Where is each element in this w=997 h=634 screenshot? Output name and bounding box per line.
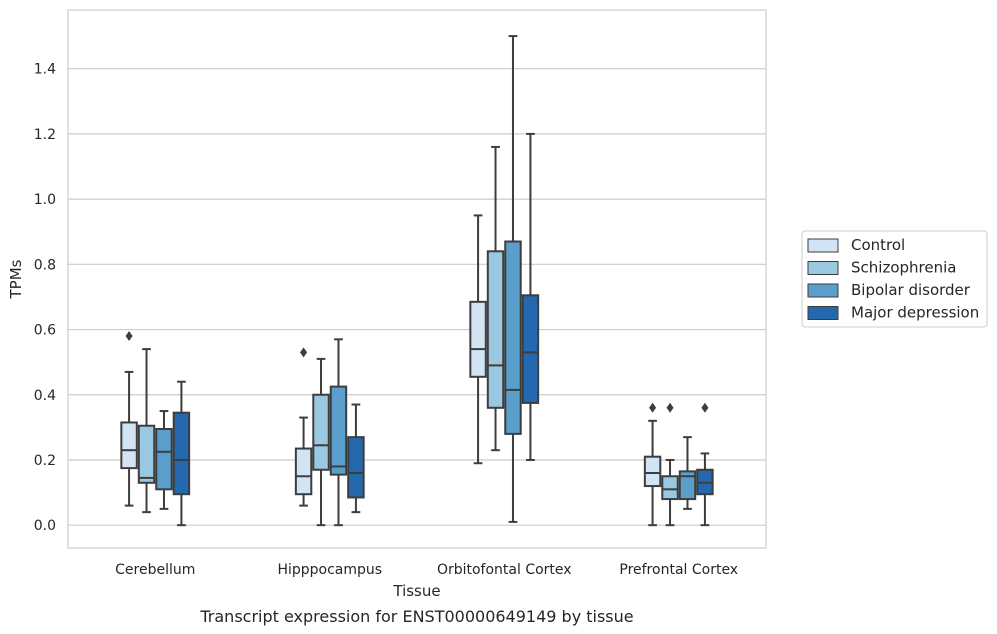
box-control: [294, 347, 313, 507]
legend-label: Bipolar disorder: [851, 281, 971, 299]
legend-frame: [801, 230, 988, 328]
x-tick-label: Cerebellum: [115, 562, 195, 578]
box-bipolar-disorder: [329, 338, 348, 527]
legend-label: Major depression: [851, 304, 979, 322]
iqr-box: [678, 470, 697, 501]
box-major-depression: [521, 132, 540, 461]
legend-swatch: [807, 283, 839, 298]
y-tick-label: 0.8: [34, 257, 56, 273]
y-tick-label: 1.4: [34, 62, 56, 78]
box-schizophrenia: [486, 145, 505, 452]
iqr-box: [643, 455, 662, 488]
box-major-depression: [172, 380, 191, 527]
x-axis-ticks: Cerebellum Hipppocampus Orbitofontal Corte…: [115, 562, 738, 578]
y-tick-label: 0.4: [34, 388, 56, 404]
iqr-box: [137, 424, 156, 484]
iqr-box: [155, 427, 173, 491]
y-axis-title: TPMs: [7, 259, 25, 299]
box-schizophrenia: [661, 402, 679, 527]
boxes: [120, 35, 714, 527]
plot-area-frame: [67, 9, 767, 549]
box-control: [120, 331, 138, 507]
y-tick-label: 1.2: [34, 127, 56, 143]
iqr-box: [469, 300, 487, 378]
x-tick-label: Hipppocampus: [277, 562, 382, 578]
box-major-depression: [347, 403, 365, 514]
box-bipolar-disorder: [155, 410, 173, 510]
outlier-point: [125, 331, 133, 342]
legend-label: Control: [851, 236, 905, 254]
legend-label: Schizophrenia: [851, 259, 956, 277]
outlier-point: [701, 402, 709, 413]
iqr-box: [329, 385, 348, 476]
outlier-point: [666, 402, 674, 413]
y-tick-label: 0.6: [34, 323, 56, 339]
legend-swatch: [807, 261, 839, 275]
y-tick-label: 1.0: [34, 192, 56, 208]
y-axis-ticks: 0.0 0.2 0.4 0.6 0.8 1.0 1.2 1.4: [34, 62, 56, 534]
legend: Control Schizophrenia Bipolar disorder Majo…: [801, 230, 988, 328]
iqr-box: [312, 393, 330, 471]
box-control: [643, 402, 662, 527]
y-tick-label: 0.0: [34, 518, 56, 534]
legend-swatch: [807, 238, 839, 253]
iqr-box: [347, 436, 365, 499]
y-tick-label: 0.2: [34, 453, 56, 469]
iqr-box: [521, 294, 540, 404]
box-schizophrenia: [137, 348, 156, 514]
iqr-box: [486, 250, 505, 409]
outlier-point: [649, 402, 657, 413]
box-bipolar-disorder: [678, 436, 697, 510]
iqr-box: [172, 411, 191, 496]
chart-caption: Transcript expression for ENST0000064914…: [199, 607, 633, 626]
x-tick-label: Prefrontal Cortex: [619, 562, 738, 578]
iqr-box: [294, 447, 313, 496]
iqr-box: [504, 240, 522, 435]
box-major-depression: [696, 402, 714, 527]
box-bipolar-disorder: [504, 35, 522, 523]
iqr-box: [120, 421, 138, 470]
outlier-point: [300, 347, 308, 358]
box-control: [469, 214, 487, 465]
box-schizophrenia: [312, 357, 330, 527]
iqr-box: [661, 475, 679, 501]
legend-swatch: [807, 306, 839, 320]
x-axis-title: Tissue: [392, 582, 440, 600]
x-tick-label: Orbitofontal Cortex: [437, 562, 572, 578]
